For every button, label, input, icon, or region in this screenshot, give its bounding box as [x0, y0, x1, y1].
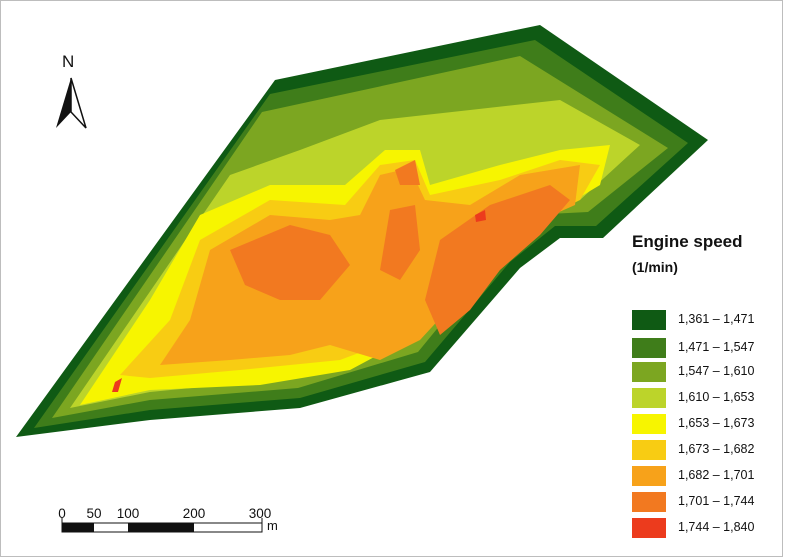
legend-unit: (1/min): [632, 259, 678, 275]
legend-label: 1,744 – 1,840: [678, 520, 755, 534]
legend-swatch: [632, 338, 666, 358]
scale-label: 50: [86, 506, 102, 521]
engine-speed-zones: [34, 40, 688, 428]
north-label: N: [62, 52, 75, 71]
legend-swatch: [632, 440, 666, 460]
legend-label: 1,547 – 1,610: [678, 364, 755, 378]
legend-swatch: [632, 362, 666, 382]
legend-swatch: [632, 388, 666, 408]
scale-label: 100: [116, 506, 140, 521]
legend-label: 1,682 – 1,701: [678, 468, 755, 482]
legend-label: 1,673 – 1,682: [678, 442, 755, 456]
zone-1701-1744: [230, 160, 570, 335]
scale-label: 200: [182, 506, 206, 521]
legend-swatch: [632, 414, 666, 434]
north-arrow-icon: [56, 77, 87, 129]
scale-unit: m: [267, 518, 278, 533]
legend-label: 1,361 – 1,471: [678, 312, 755, 326]
legend-label: 1,701 – 1,744: [678, 494, 755, 508]
legend-label: 1,653 – 1,673: [678, 416, 755, 430]
scale-label: 0: [58, 506, 66, 521]
legend-label: 1,471 – 1,547: [678, 340, 755, 354]
legend-swatch: [632, 492, 666, 512]
scale-label: 300: [248, 506, 272, 521]
legend-swatch: [632, 518, 666, 538]
scale-bar: [61, 518, 263, 533]
legend-swatch: [632, 466, 666, 486]
legend-swatch: [632, 310, 666, 330]
legend-title: Engine speed: [632, 232, 743, 251]
legend-label: 1,610 – 1,653: [678, 390, 755, 404]
